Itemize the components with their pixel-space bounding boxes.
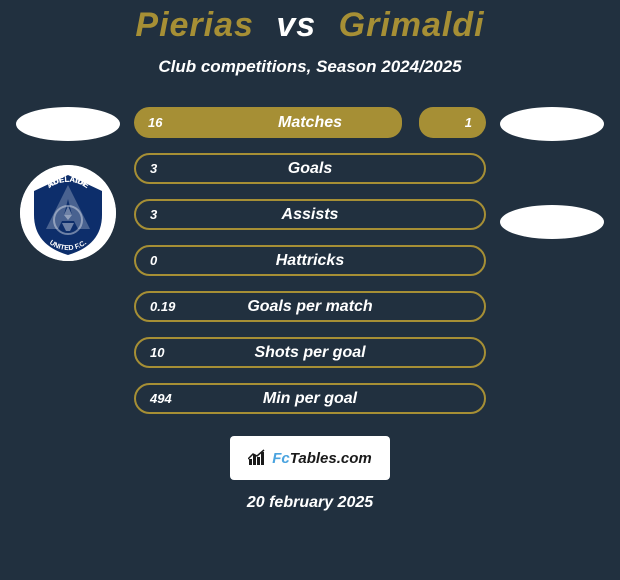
right-column [492,107,612,414]
stat-bars: Matches161Goals3Assists3Hattricks0Goals … [128,107,492,414]
content-area: ADELAIDE ADELAIDE UNITED F.C. Matches161… [0,107,620,414]
footer-brand: FcTables.com [230,436,390,480]
title-left-player: Pierias [135,6,254,44]
stat-fill-right [419,107,486,138]
stat-value-left: 0 [150,253,157,268]
left-flag [16,107,120,141]
left-team-logo: ADELAIDE ADELAIDE UNITED F.C. [20,165,116,261]
stat-row: Goals3 [134,153,486,184]
chart-icon [248,449,268,467]
left-column: ADELAIDE ADELAIDE UNITED F.C. [8,107,128,414]
stat-value-left: 0.19 [150,299,175,314]
stat-label: Assists [136,206,484,224]
comparison-card: Pierias vs Grimaldi Club competitions, S… [0,0,620,580]
footer-rest: Tables.com [290,450,372,467]
title-vs: vs [276,6,316,44]
stat-fill-left [134,107,402,138]
stat-row: Matches161 [134,107,486,138]
title-right-player: Grimaldi [339,6,485,44]
stat-value-left: 3 [150,207,157,222]
stat-label: Min per goal [136,390,484,408]
stat-label: Hattricks [136,252,484,270]
date-line: 20 february 2025 [247,494,373,512]
stat-value-left: 3 [150,161,157,176]
stat-value-left: 10 [150,345,164,360]
page-title: Pierias vs Grimaldi [135,6,484,45]
adelaide-united-icon: ADELAIDE ADELAIDE UNITED F.C. [20,165,116,261]
stat-row: Goals per match0.19 [134,291,486,322]
stat-value-left: 494 [150,391,172,406]
subtitle: Club competitions, Season 2024/2025 [158,57,461,77]
stat-row: Min per goal494 [134,383,486,414]
footer-fc: Fc [272,450,290,467]
footer-brand-text: FcTables.com [272,450,372,467]
stat-label: Goals [136,160,484,178]
stat-row: Assists3 [134,199,486,230]
stat-label: Shots per goal [136,344,484,362]
right-flag-top [500,107,604,141]
stat-row: Hattricks0 [134,245,486,276]
right-flag-bottom [500,205,604,239]
stat-row: Shots per goal10 [134,337,486,368]
stat-label: Goals per match [136,298,484,316]
